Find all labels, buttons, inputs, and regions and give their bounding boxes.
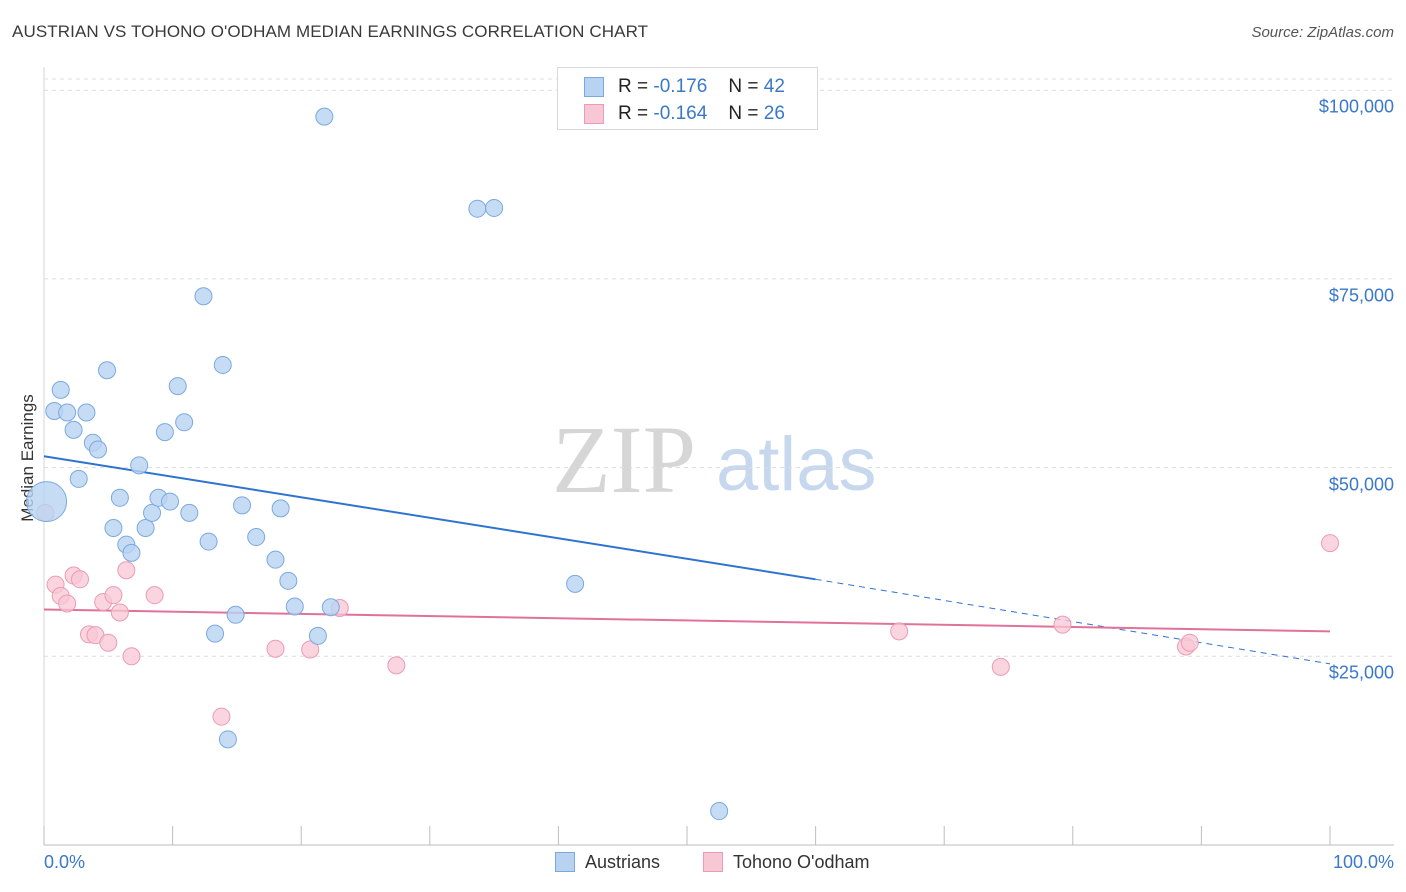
r-label: R = — [618, 76, 649, 97]
n-value-austrians: 42 — [763, 76, 785, 97]
austrians-point — [233, 496, 252, 515]
austrians-point — [485, 198, 504, 217]
x-tick-label-min: 0.0% — [44, 852, 86, 872]
austrians-point — [226, 605, 245, 624]
austrians-point — [279, 571, 298, 590]
r-label: R = — [618, 103, 649, 124]
watermark-zip: ZIP — [552, 406, 696, 513]
austrians-point — [26, 481, 68, 523]
austrians-point — [285, 597, 304, 616]
austrians-point — [143, 503, 162, 522]
austrians-point — [271, 499, 290, 518]
legend-label-tohono: Tohono O'odham — [733, 852, 870, 872]
austrians-point — [122, 543, 141, 562]
austrians-point — [104, 518, 123, 537]
austrians-point — [98, 361, 117, 380]
legend-item-austrians[interactable]: Austrians — [555, 852, 660, 873]
austrians-point — [315, 107, 334, 126]
n-label: N = — [728, 76, 759, 97]
y-tick-label: $50,000 — [1328, 474, 1394, 495]
austrians-point — [58, 403, 77, 422]
tohono-trend-line — [43, 608, 1331, 633]
austrians-point — [213, 355, 232, 374]
watermark: ZIP atlas — [552, 406, 877, 513]
austrians-point — [710, 802, 729, 821]
y-tick-label: $25,000 — [1328, 662, 1394, 683]
tohono-point — [122, 647, 141, 666]
tohono-point — [71, 570, 90, 589]
austrians-point — [468, 199, 487, 218]
austrians-point — [247, 528, 266, 547]
tohono-point — [266, 639, 285, 658]
tohono-point — [1053, 615, 1072, 634]
austrians-point — [89, 440, 108, 459]
tohono-point — [1180, 633, 1199, 652]
austrians-point — [136, 518, 155, 537]
austrians-point — [64, 420, 83, 439]
watermark-atlas: atlas — [716, 422, 877, 507]
austrians-trend-line — [43, 455, 816, 581]
tohono-point — [890, 622, 909, 641]
tohono-point — [117, 561, 136, 580]
austrians-legend-swatch — [555, 852, 575, 872]
austrians-point — [206, 624, 225, 643]
tohono-point — [104, 586, 123, 605]
legend-label-austrians: Austrians — [585, 852, 661, 872]
r-value-austrians: -0.176 — [653, 76, 708, 97]
tohono-point — [1321, 534, 1339, 553]
source-label: Source: ZipAtlas.com — [1251, 24, 1394, 41]
stats-legend: R = -0.176 N = 42 R = -0.164 N = 26 — [557, 67, 818, 130]
n-value-tohono: 26 — [763, 103, 785, 124]
austrians-point — [199, 532, 218, 551]
austrians-point — [218, 730, 237, 749]
tohono-point — [58, 594, 77, 613]
tohono-point — [99, 633, 118, 652]
austrians-point — [155, 423, 174, 442]
austrians-point — [110, 488, 129, 507]
r-value-tohono: -0.164 — [653, 103, 708, 124]
tohono-point — [301, 640, 320, 659]
legend-item-tohono[interactable]: Tohono O'odham — [703, 852, 870, 873]
austrians-point — [175, 413, 194, 432]
tohono-point — [387, 656, 406, 675]
austrians-point — [194, 287, 213, 306]
austrians-trend-extension — [815, 578, 1331, 665]
austrians-point — [168, 377, 187, 396]
chart-title: AUSTRIAN VS TOHONO O'ODHAM MEDIAN EARNIN… — [12, 22, 649, 41]
austrians-point — [69, 469, 88, 488]
tohono-point — [145, 586, 164, 605]
austrians-point — [566, 574, 585, 593]
austrians-swatch — [584, 77, 604, 97]
austrians-point — [308, 626, 327, 645]
austrians-point — [321, 598, 340, 617]
n-label: N = — [728, 103, 759, 124]
austrians-point — [130, 456, 149, 475]
austrians-point — [180, 503, 199, 522]
y-tick-label: $75,000 — [1328, 285, 1394, 306]
tohono-point — [991, 657, 1010, 676]
austrians-point — [51, 380, 70, 399]
austrians-point — [161, 492, 180, 511]
y-tick-label: $100,000 — [1318, 96, 1394, 117]
tohono-point — [212, 707, 231, 726]
austrians-point — [77, 403, 96, 422]
tohono-point — [110, 603, 129, 622]
tohono-swatch — [584, 104, 604, 124]
tohono-legend-swatch — [703, 852, 723, 872]
x-tick-label-max: 100.0% — [1332, 852, 1394, 872]
austrians-point — [266, 550, 285, 569]
